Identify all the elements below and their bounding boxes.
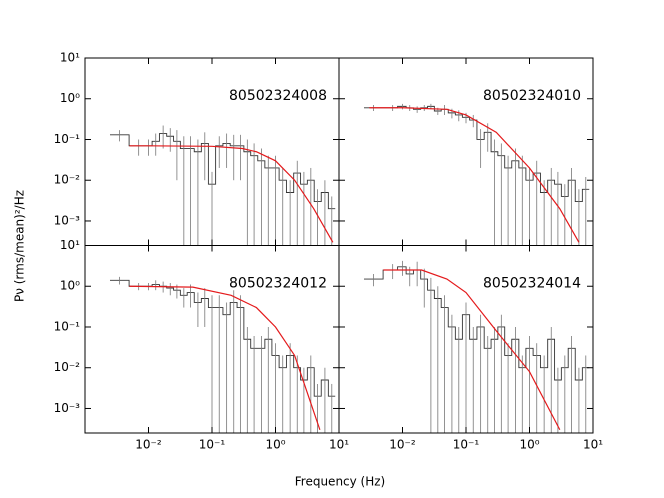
x-tick-label: 10⁻² <box>389 438 416 452</box>
panel-frame <box>338 57 594 246</box>
x-tick-label: 10⁰ <box>519 438 539 452</box>
y-tick-label: 10⁻² <box>54 360 81 374</box>
panel <box>109 276 336 433</box>
panel-title: 80502324012 <box>229 276 327 292</box>
x-tick-label: 10⁻² <box>135 438 162 452</box>
y-tick-label: 10⁻³ <box>54 213 81 227</box>
x-tick-label: 10¹ <box>583 438 603 452</box>
y-tick-label: 10⁻³ <box>54 401 81 415</box>
y-tick-label: 10¹ <box>60 51 80 65</box>
panel-title: 80502324014 <box>483 276 581 292</box>
model-line <box>383 269 561 431</box>
model-line <box>369 107 580 243</box>
panel <box>363 103 590 246</box>
y-tick-label: 10¹ <box>60 238 80 252</box>
panel-title: 80502324008 <box>229 88 327 104</box>
x-axis-label: Frequency (Hz) <box>295 475 386 489</box>
model-line <box>129 285 321 430</box>
panel-title: 80502324010 <box>483 88 581 104</box>
spectrum-step <box>109 279 336 397</box>
x-tick-label: 10¹ <box>329 438 349 452</box>
spectrum-step <box>363 105 590 202</box>
spectrum-step <box>109 133 336 210</box>
y-tick-label: 10⁰ <box>60 91 80 105</box>
x-tick-label: 10⁻¹ <box>453 438 480 452</box>
y-tick-label: 10⁰ <box>60 279 80 293</box>
panel <box>363 260 590 433</box>
panel <box>109 125 336 246</box>
y-tick-label: 10⁻² <box>54 173 81 187</box>
panel-frame <box>338 245 594 434</box>
y-tick-label: 10⁻¹ <box>54 319 81 333</box>
x-tick-label: 10⁻¹ <box>199 438 226 452</box>
y-axis-label: Pν (rms/mean)²/Hz <box>13 190 27 302</box>
model-line <box>129 145 334 243</box>
x-tick-label: 10⁰ <box>265 438 285 452</box>
y-tick-label: 10⁻¹ <box>54 132 81 146</box>
